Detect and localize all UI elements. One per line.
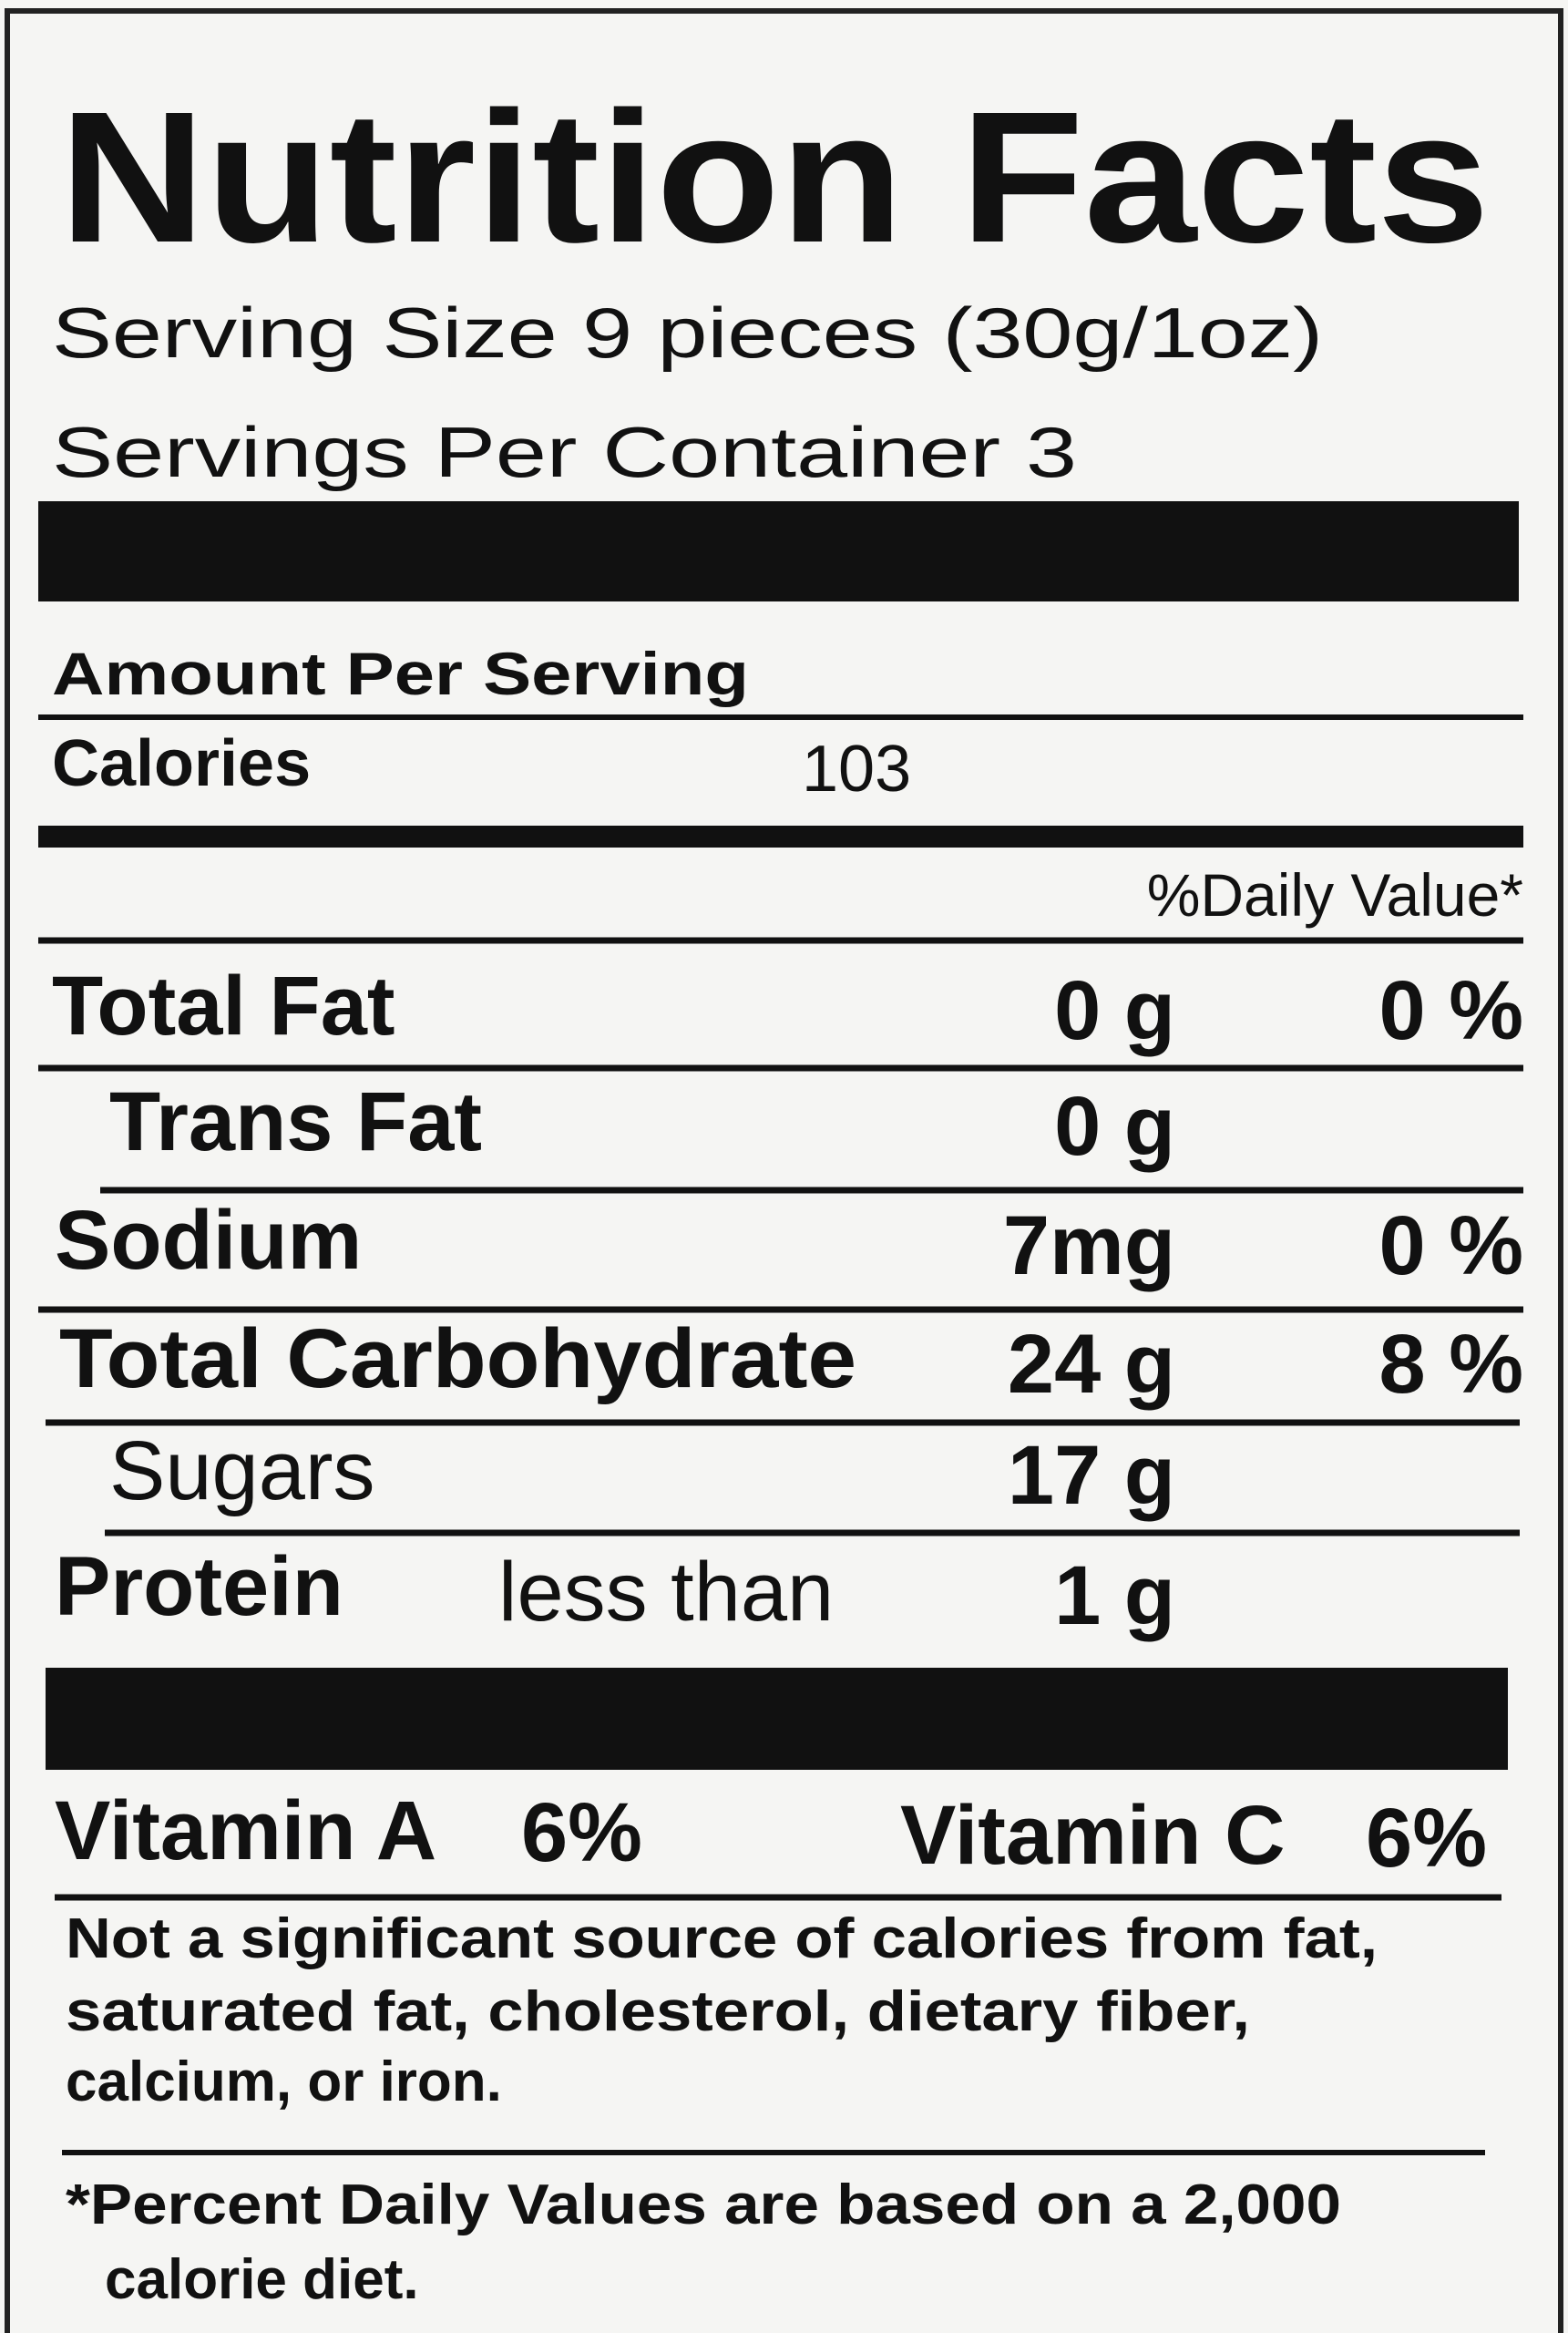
nutrient-amount: 17 g [1008,1429,1175,1522]
label-border [5,8,1563,2333]
vitamin-value: 6% [521,1786,642,1879]
thick-bar [46,1668,1508,1770]
nutrient-name: Total Fat [52,960,395,1053]
note-line: calcium, or iron. [66,2050,502,2113]
nutrient-amount: 24 g [1008,1318,1175,1411]
nutrient-name: Total Carbohydrate [59,1312,856,1405]
title: Nutrition Facts [59,73,1490,282]
serving-size: Serving Size 9 pieces (30g/1oz) [52,293,1323,373]
nutrient-daily-value: 0 % [1378,964,1523,1057]
thick-bar [38,501,1519,601]
nutrient-daily-value: 8 % [1378,1318,1523,1411]
nutrient-qualifier: less than [498,1546,834,1639]
nutrient-amount: 0 g [1054,1080,1175,1173]
nutrient-amount: 1 g [1054,1549,1175,1642]
vitamin-name: Vitamin A [55,1784,436,1877]
nutrient-name: Sodium [55,1194,362,1287]
nutrient-name: Trans Fat [109,1075,482,1168]
nutrient-name: Protein [55,1540,343,1633]
note-line: Not a significant source of calories fro… [66,1907,1378,1970]
nutrient-amount: 7mg [1003,1199,1175,1292]
amount-per-serving: Amount Per Serving [52,640,749,707]
daily-value-header: %Daily Value* [1147,861,1523,929]
calories-value: 103 [802,733,911,806]
note-line: saturated fat, cholesterol, dietary fibe… [66,1980,1250,2043]
servings-per-container: Servings Per Container 3 [52,412,1077,492]
nutrient-daily-value: 0 % [1378,1199,1523,1292]
footnote-line: *Percent Daily Values are based on a 2,0… [66,2174,1341,2236]
vitamin-name: Vitamin C [900,1789,1286,1882]
vitamin-value: 6% [1366,1792,1487,1885]
nutrient-name: Sugars [109,1424,375,1517]
calories-label: Calories [52,727,311,800]
footnote-line: calorie diet. [105,2248,419,2311]
nutrient-amount: 0 g [1054,964,1175,1057]
